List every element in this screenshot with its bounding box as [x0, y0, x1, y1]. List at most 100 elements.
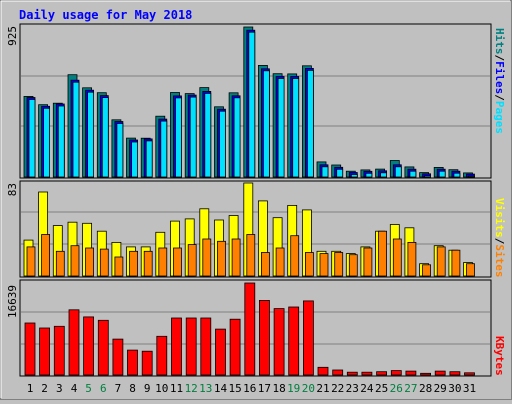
pages-bar — [292, 78, 300, 178]
sites-bar — [260, 252, 270, 277]
kbytes-max-label: 16639 — [6, 285, 19, 318]
pages-bar — [72, 81, 80, 178]
sites-bar — [319, 253, 329, 277]
kbytes-bar — [53, 325, 65, 376]
x-tick-label: 7 — [115, 382, 122, 395]
kbytes-bar — [156, 335, 168, 376]
legend-pages: Pages — [493, 101, 506, 134]
x-tick-label: 27 — [404, 382, 417, 395]
sites-bar — [407, 241, 417, 277]
pages-bar — [306, 70, 314, 178]
x-tick-label: 9 — [144, 382, 151, 395]
sites-bar — [143, 250, 153, 277]
pages-bar — [145, 140, 153, 178]
x-tick-label: 5 — [85, 382, 92, 395]
x-tick-label: 8 — [129, 382, 136, 395]
pages-bar — [350, 174, 358, 178]
sites-bar — [187, 244, 197, 277]
kbytes-bar — [112, 338, 124, 376]
x-tick-label: 12 — [185, 382, 198, 395]
visits-sites-legend: Visits/Sites — [493, 198, 506, 278]
sites-bar — [348, 254, 358, 277]
pages-bar — [380, 172, 388, 178]
x-tick-label: 11 — [170, 382, 183, 395]
kbytes-bar — [405, 370, 417, 376]
sites-bar — [55, 250, 65, 277]
kbytes-bar — [273, 308, 285, 376]
pages-bar — [248, 31, 256, 178]
pages-bar — [87, 91, 94, 178]
kbytes-legend: KBytes — [493, 336, 506, 376]
x-tick-label: 13 — [199, 382, 212, 395]
pages-bar — [57, 105, 65, 178]
kbytes-bar — [141, 350, 153, 376]
pages-bar — [189, 96, 197, 178]
x-tick-label: 31 — [463, 382, 476, 395]
legend-kbytes: KBytes — [493, 336, 506, 376]
legend-sep: / — [493, 55, 506, 62]
x-tick-label: 4 — [71, 382, 78, 395]
hits-max-label: 925 — [6, 26, 19, 46]
sites-bar — [217, 240, 226, 277]
sites-bar — [129, 250, 139, 277]
sites-bar — [158, 247, 168, 277]
sites-bar — [466, 263, 475, 277]
pages-bar — [219, 110, 226, 178]
sites-bar — [422, 264, 432, 277]
legend-sep: / — [493, 238, 506, 245]
pages-bar — [175, 97, 182, 178]
sites-bar — [363, 247, 373, 277]
kbytes-bar — [127, 349, 138, 376]
kbytes-bar — [288, 306, 300, 376]
kbytes-bar — [258, 299, 270, 376]
legend-hits: Hits — [493, 28, 506, 55]
sites-bar — [275, 247, 285, 277]
sites-bar — [246, 234, 256, 277]
x-tick-label: 30 — [448, 382, 461, 395]
x-tick-label: 18 — [272, 382, 285, 395]
x-tick-label: 23 — [346, 382, 359, 395]
kbytes-bar — [376, 371, 388, 376]
x-tick-label: 14 — [214, 382, 228, 395]
kbytes-bar — [215, 328, 226, 376]
x-tick-label: 29 — [434, 382, 447, 395]
kbytes-bar — [464, 372, 475, 376]
kbytes-bar — [200, 317, 212, 376]
sites-bar — [436, 246, 446, 277]
x-tick-label: 16 — [243, 382, 256, 395]
kbytes-bar — [317, 366, 329, 376]
pages-bar — [277, 78, 285, 178]
kbytes-bar — [171, 317, 182, 376]
sites-bar — [304, 252, 314, 277]
kbytes-bar — [24, 322, 36, 376]
pages-bar — [336, 168, 344, 178]
kbytes-bar — [302, 300, 314, 376]
sites-bar — [290, 235, 300, 277]
pages-bar — [160, 120, 168, 178]
kbytes-bar — [185, 317, 197, 376]
pages-bar — [131, 141, 139, 178]
legend-visits: Visits — [493, 198, 506, 238]
x-tick-label: 10 — [155, 382, 168, 395]
pages-bar — [321, 166, 329, 178]
x-tick-label: 1 — [27, 382, 34, 395]
kbytes-bar — [390, 370, 402, 376]
x-tick-label: 3 — [56, 382, 63, 395]
x-tick-label: 17 — [258, 382, 271, 395]
kbytes-bar — [361, 371, 373, 376]
sites-bar — [99, 248, 109, 277]
pages-bar — [101, 97, 109, 178]
bars-layer — [23, 26, 475, 376]
kbytes-bar — [68, 309, 80, 376]
pages-bar — [409, 170, 417, 178]
kbytes-bar — [229, 318, 241, 376]
kbytes-bar — [83, 316, 94, 376]
kbytes-bar — [420, 372, 432, 376]
pages-bar — [394, 166, 402, 178]
x-tick-label: 28 — [419, 382, 432, 395]
sites-bar — [378, 230, 388, 277]
visits-max-label: 83 — [6, 183, 19, 196]
x-tick-label: 22 — [331, 382, 344, 395]
sites-bar — [334, 252, 344, 277]
